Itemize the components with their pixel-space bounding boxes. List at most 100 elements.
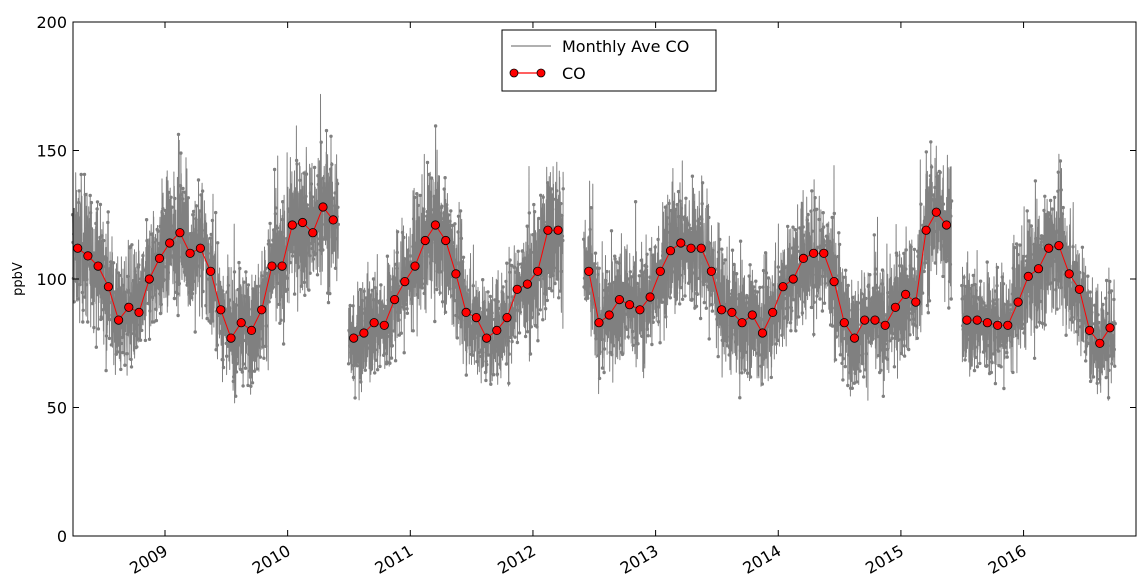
co-point bbox=[860, 315, 870, 325]
co-point bbox=[1064, 269, 1074, 279]
co-point bbox=[93, 261, 103, 271]
y-tick-label: 50 bbox=[47, 399, 67, 418]
co-point bbox=[972, 315, 982, 325]
co-point bbox=[808, 248, 819, 258]
co-point bbox=[308, 228, 318, 238]
co-point bbox=[144, 274, 154, 284]
co-point bbox=[195, 243, 205, 253]
co-point bbox=[880, 320, 890, 330]
co-point bbox=[236, 318, 246, 328]
co-point bbox=[400, 276, 410, 287]
co-point bbox=[359, 328, 369, 338]
co-point bbox=[124, 302, 134, 312]
co-point bbox=[737, 318, 747, 328]
co-point bbox=[931, 207, 941, 217]
co-point bbox=[318, 202, 328, 212]
co-point bbox=[441, 235, 451, 246]
co-point bbox=[706, 266, 717, 276]
co-point bbox=[778, 282, 788, 292]
co-point bbox=[829, 276, 839, 287]
co-point bbox=[870, 315, 880, 325]
co-point bbox=[1054, 241, 1064, 251]
co-point bbox=[389, 294, 400, 305]
co-point bbox=[349, 333, 359, 343]
co-point bbox=[369, 318, 379, 328]
co-point bbox=[1044, 243, 1054, 253]
co-point bbox=[747, 310, 757, 320]
co-point bbox=[849, 333, 860, 343]
co-point bbox=[451, 269, 461, 279]
y-tick-label: 200 bbox=[36, 13, 67, 32]
co-point bbox=[379, 320, 389, 330]
co-point bbox=[900, 289, 911, 299]
legend-co-swatch-marker-right bbox=[536, 68, 546, 78]
co-point bbox=[788, 274, 798, 284]
co-point bbox=[522, 279, 533, 289]
co-point bbox=[420, 235, 430, 246]
co-point bbox=[297, 217, 308, 228]
co-point bbox=[819, 248, 829, 258]
co-point bbox=[941, 220, 952, 230]
co-point bbox=[492, 325, 502, 335]
co-point bbox=[992, 320, 1003, 330]
co-point bbox=[103, 282, 114, 292]
monthly-ave-co-dots bbox=[582, 140, 954, 400]
monthly-ave-co-dots bbox=[960, 159, 1117, 400]
co-point bbox=[410, 261, 420, 271]
co-point bbox=[1074, 284, 1085, 294]
co-point bbox=[206, 266, 216, 276]
co-point bbox=[533, 266, 543, 276]
co-point bbox=[890, 302, 901, 312]
co-point bbox=[216, 305, 226, 315]
co-series bbox=[73, 202, 1115, 348]
co-point bbox=[481, 333, 492, 343]
co-point bbox=[962, 315, 972, 325]
co-point bbox=[1095, 338, 1105, 348]
co-point bbox=[1003, 320, 1013, 330]
legend: Monthly Ave CO CO bbox=[501, 29, 717, 92]
co-point bbox=[471, 312, 481, 323]
co-point bbox=[676, 238, 686, 248]
legend-co-label: CO bbox=[562, 64, 586, 83]
co-point bbox=[83, 251, 93, 261]
co-point bbox=[798, 253, 809, 263]
y-axis: 0 50 100 150 200 bbox=[36, 13, 1136, 546]
co-point bbox=[287, 220, 297, 230]
co-point bbox=[624, 300, 635, 310]
co-point bbox=[175, 228, 185, 238]
co-point bbox=[921, 225, 931, 235]
co-point bbox=[839, 318, 849, 328]
y-tick-label: 100 bbox=[36, 270, 67, 289]
co-point bbox=[665, 246, 676, 256]
co-point bbox=[1023, 271, 1033, 281]
co-point bbox=[134, 307, 144, 317]
legend-box bbox=[501, 29, 717, 92]
co-point bbox=[911, 297, 921, 307]
co-point bbox=[686, 243, 696, 253]
y-tick-label: 0 bbox=[57, 527, 67, 546]
co-point bbox=[430, 220, 440, 230]
co-point bbox=[655, 266, 665, 276]
co-point bbox=[328, 215, 338, 225]
co-point bbox=[594, 318, 604, 328]
co-point bbox=[768, 307, 778, 317]
co-point bbox=[584, 266, 594, 276]
co-point bbox=[757, 328, 768, 338]
co-point bbox=[73, 243, 83, 253]
co-point bbox=[635, 305, 645, 315]
co-point bbox=[246, 325, 257, 335]
co-point bbox=[645, 292, 655, 302]
monthly-ave-co-series bbox=[70, 93, 1117, 404]
co-point bbox=[512, 284, 522, 294]
co-point bbox=[1105, 323, 1115, 333]
co-point bbox=[502, 312, 512, 323]
co-point bbox=[543, 225, 553, 235]
co-point bbox=[154, 253, 165, 263]
co-point bbox=[716, 305, 727, 315]
y-axis-label: ppbV bbox=[11, 262, 26, 296]
co-point bbox=[461, 307, 471, 317]
co-point bbox=[277, 261, 287, 271]
co-point bbox=[1033, 264, 1044, 274]
co-point bbox=[614, 294, 625, 305]
